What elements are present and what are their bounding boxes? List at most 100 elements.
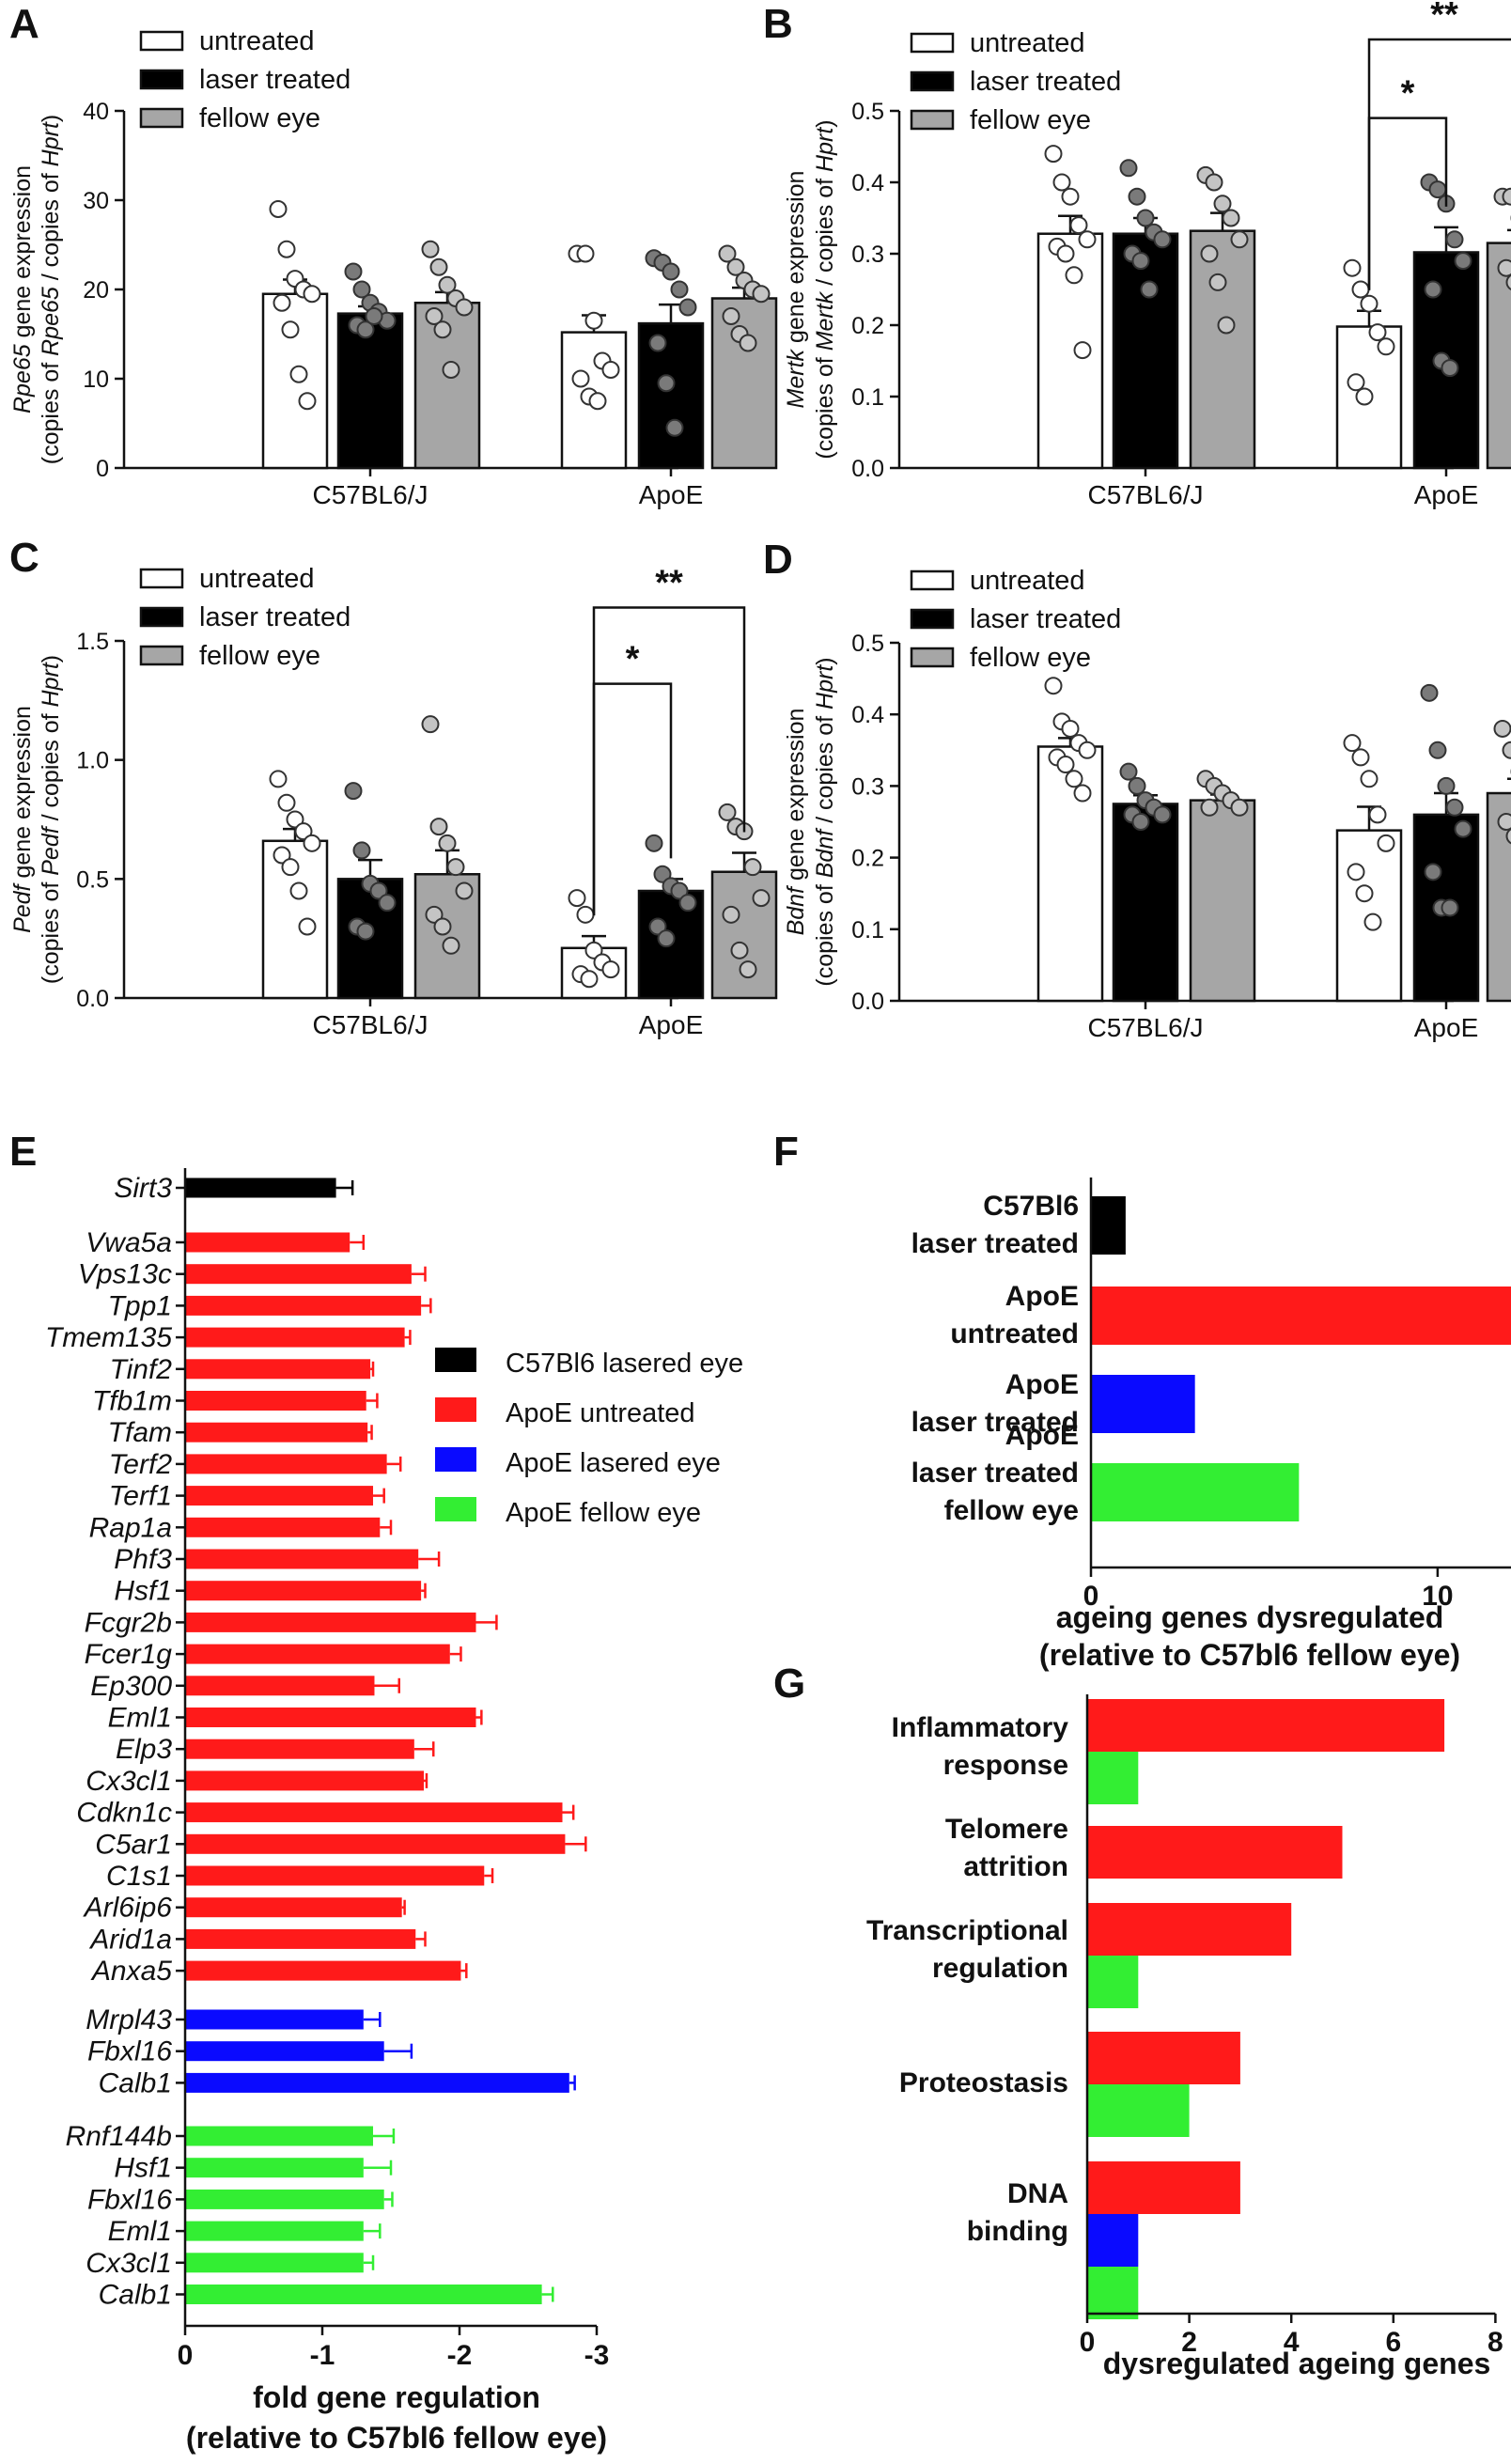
y-tick-label: 0.1 [851, 917, 884, 943]
data-point [1061, 719, 1080, 738]
data-point [294, 822, 313, 841]
data-point [365, 307, 383, 325]
data-point [1230, 798, 1249, 817]
data-point [739, 960, 757, 979]
x-tick-label: -2 [447, 2340, 473, 2371]
legend-swatch [910, 70, 955, 92]
legend-swatch [139, 645, 184, 666]
y-tick-label: 0.3 [851, 242, 884, 268]
gene-bar [185, 2072, 569, 2093]
x-tick-label: 2 [1181, 2327, 1197, 2358]
gene-bar [185, 1517, 381, 1537]
x-tick-label: 8 [1488, 2327, 1503, 2358]
data-point [571, 369, 590, 388]
y-tick-label: 40 [83, 99, 109, 125]
data-point [1128, 187, 1146, 206]
gene-bar [185, 1676, 375, 1696]
data-point [1065, 770, 1083, 788]
x-tick-label: ApoE [639, 1010, 704, 1039]
legend-label: untreated [199, 26, 315, 56]
y-axis-label-part: (copies of [812, 878, 838, 986]
gene-bar [185, 1422, 368, 1443]
gene-label: Terf2 [109, 1449, 173, 1480]
data-point [378, 894, 397, 912]
legend-label: fellow eye [970, 105, 1091, 135]
legend-swatch [139, 107, 184, 129]
x-tick-label: 0 [178, 2340, 194, 2371]
y-axis-label-gene: Mertk [783, 348, 809, 408]
gene-bar [185, 1486, 374, 1506]
y-axis-label-gene: Pedf [9, 881, 36, 932]
y-axis-label-part: / copies of [812, 172, 838, 292]
data-point [1445, 798, 1464, 817]
significance-label: ** [655, 564, 683, 603]
data-point [1363, 912, 1382, 931]
data-point [273, 846, 291, 865]
category-label: C57Bl6 [983, 1191, 1079, 1222]
data-point [1131, 252, 1150, 271]
data-point [356, 320, 375, 339]
data-point [722, 307, 740, 325]
gene-bar [185, 1802, 563, 1823]
bar-B-laser-treated [1112, 232, 1179, 470]
gene-label: Arid1a [88, 1924, 172, 1955]
significance-label: * [626, 640, 640, 679]
legend-label: laser treated [199, 602, 350, 632]
gene-bar [185, 1549, 419, 1569]
bar-D-laser-treated [1112, 803, 1179, 1003]
y-axis-label: Pedf gene expression [9, 706, 36, 933]
category-bar-ApoE-untreated [1087, 1699, 1445, 1752]
category-bar [1091, 1375, 1195, 1433]
y-tick-label: 0.5 [851, 631, 884, 657]
y-axis-label-part: Mertk [812, 290, 838, 351]
data-point [665, 418, 684, 437]
x-tick-label: 6 [1385, 2327, 1401, 2358]
y-axis-label-line2: (copies of Rpe65 / copies of Hprt) [38, 115, 64, 464]
legend-swatch [435, 1397, 476, 1422]
data-point [1377, 337, 1395, 356]
y-tick-label: 0 [96, 456, 109, 482]
data-point [1445, 230, 1464, 249]
data-point [670, 881, 689, 900]
legend-label: untreated [970, 566, 1085, 596]
y-axis-label-part: ) [812, 657, 838, 664]
legend-swatch [139, 606, 184, 628]
legend-label: ApoE lasered eye [506, 1448, 721, 1478]
data-point [1497, 258, 1511, 277]
data-point [718, 803, 737, 821]
category-label: DNA [1007, 2178, 1068, 2209]
gene-bar [185, 2189, 384, 2209]
data-point [1351, 748, 1370, 767]
data-point [1377, 834, 1395, 852]
gene-label: Tinf2 [110, 1354, 173, 1385]
y-axis-label-part: (copies of [38, 356, 64, 464]
significance-label: * [1401, 74, 1415, 114]
panel-letter-G: G [773, 1661, 805, 1707]
category-bar-ApoE-lasered-eye [1087, 2214, 1139, 2267]
x-tick-label: 10 [1422, 1581, 1453, 1612]
y-tick-label: 10 [83, 366, 109, 393]
y-axis-label-part: Hprt [38, 662, 64, 707]
legend-label: fellow eye [970, 643, 1091, 673]
gene-bar [185, 1327, 405, 1348]
category-bar-ApoE-untreated [1087, 2161, 1240, 2214]
data-point [269, 200, 288, 218]
data-point [752, 285, 771, 304]
bar-B-fellow-eye [1189, 229, 1256, 470]
legend-label: fellow eye [199, 641, 320, 671]
gene-label: C1s1 [106, 1861, 172, 1892]
category-label: Proteostasis [899, 2067, 1068, 2098]
data-point [1493, 719, 1511, 738]
data-point [1360, 770, 1379, 788]
y-tick-label: 0.0 [851, 456, 884, 482]
data-point [648, 334, 667, 352]
data-point [1502, 187, 1511, 206]
data-point [1208, 273, 1227, 291]
data-point [438, 275, 457, 294]
legend-label: ApoE untreated [506, 1398, 695, 1428]
data-point [1502, 741, 1511, 759]
x-axis-label-line2: (relative to C57bl6 fellow eye) [1039, 1638, 1460, 1672]
data-point [442, 361, 460, 379]
data-point [369, 881, 388, 900]
data-point [442, 936, 460, 955]
